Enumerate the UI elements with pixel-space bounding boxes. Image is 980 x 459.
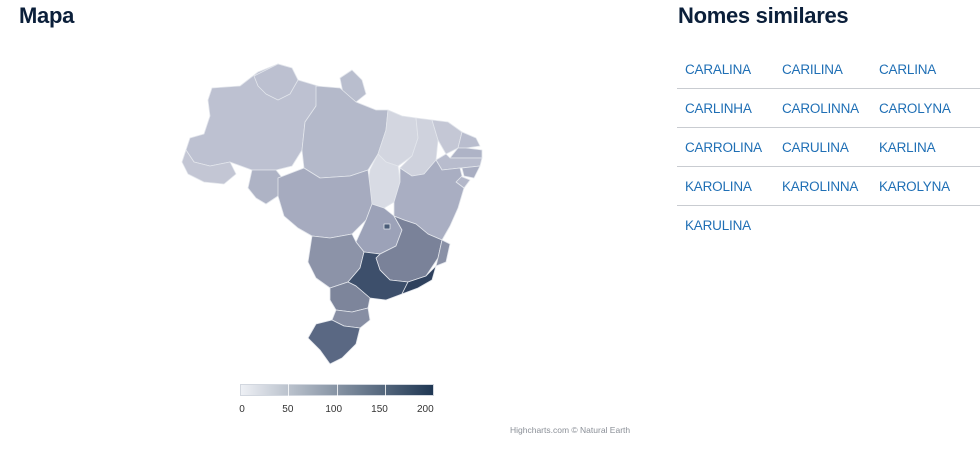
state-rj[interactable] [401, 265, 437, 295]
similar-name-link[interactable]: CARLINHA [685, 100, 752, 116]
state-df[interactable] [383, 223, 391, 230]
similar-names-table: CARALINA CARILINA CARLINA CARLINHA CAROLINNA… [677, 50, 980, 245]
state-ma[interactable] [377, 109, 419, 167]
brazil-choropleth-map [181, 63, 483, 365]
names-row: KARULINA [677, 206, 980, 245]
similar-name-link[interactable]: CARULINA [782, 139, 849, 155]
similar-name-link[interactable]: CARROLINA [685, 139, 762, 155]
state-rs[interactable] [307, 319, 361, 365]
similar-name-link[interactable]: CARLINA [879, 61, 937, 77]
legend-tick-label: 200 [417, 404, 434, 415]
similar-name-link[interactable]: CAROLYNA [879, 100, 951, 116]
state-ac[interactable] [181, 149, 237, 185]
similar-name-link[interactable]: KAROLINA [685, 178, 752, 194]
names-row: CARLINHA CAROLINNA CAROLYNA [677, 89, 980, 128]
legend-separator [288, 384, 289, 396]
names-row: CARALINA CARILINA CARLINA [677, 50, 980, 89]
names-row: KAROLINA KAROLINNA KAROLYNA [677, 167, 980, 206]
color-legend: 0 50 100 150 200 [238, 383, 438, 423]
state-al[interactable] [461, 165, 481, 179]
similar-name-link[interactable]: KARULINA [685, 218, 751, 233]
similar-name-link[interactable]: CARILINA [782, 61, 843, 77]
names-row: CARROLINA CARULINA KARLINA [677, 128, 980, 167]
map-credits[interactable]: Highcharts.com © Natural Earth [510, 425, 631, 435]
state-mt[interactable] [277, 167, 373, 239]
similar-name-link[interactable]: CARALINA [685, 61, 751, 77]
map-section-title: Mapa [19, 3, 75, 28]
similar-name-link[interactable]: KARLINA [879, 139, 936, 155]
similar-name-link[interactable]: KAROLYNA [879, 178, 950, 194]
similar-names-title: Nomes similares [678, 3, 849, 28]
state-es[interactable] [435, 239, 451, 267]
legend-separator [337, 384, 338, 396]
similar-name-link[interactable]: KAROLINNA [782, 178, 859, 194]
legend-tick-label: 0 [239, 404, 245, 415]
state-rr[interactable] [253, 63, 299, 101]
legend-tick-label: 50 [282, 404, 294, 415]
legend-tick-label: 150 [371, 404, 388, 415]
state-rn[interactable] [457, 131, 481, 149]
similar-name-link[interactable]: CAROLINNA [782, 100, 859, 116]
legend-tick-label: 100 [325, 404, 343, 415]
state-ro[interactable] [247, 169, 285, 205]
legend-separator [385, 384, 386, 396]
